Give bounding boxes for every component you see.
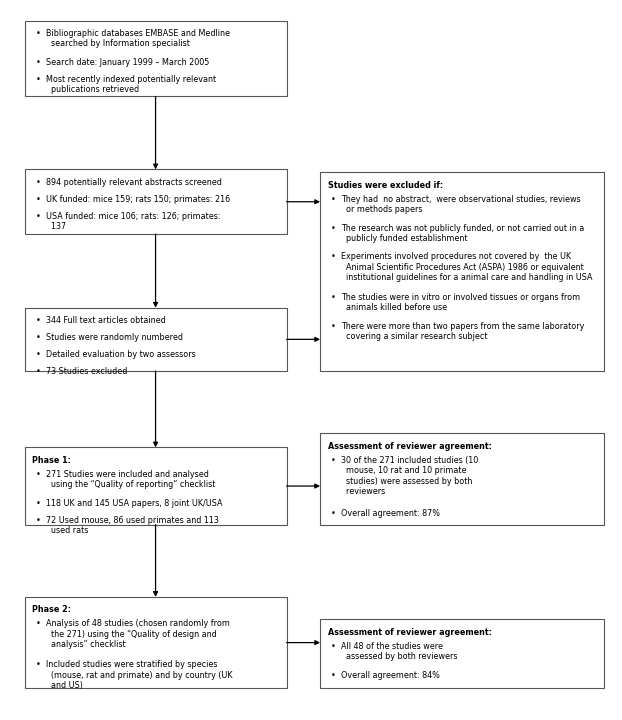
Text: Overall agreement: 84%: Overall agreement: 84%	[341, 671, 440, 680]
Text: 271 Studies were included and analysed
  using the “Quality of reporting” checkl: 271 Studies were included and analysed u…	[46, 470, 215, 490]
Bar	[24, 169, 287, 234]
Text: Search date: January 1999 – March 2005: Search date: January 1999 – March 2005	[46, 58, 209, 67]
Text: UK funded: mice 159; rats 150; primates: 216: UK funded: mice 159; rats 150; primates:…	[46, 194, 230, 204]
Text: •: •	[35, 58, 40, 67]
Text: The research was not publicly funded, or not carried out in a
  publicly funded : The research was not publicly funded, or…	[341, 223, 585, 243]
Text: They had  no abstract,  were observational studies, reviews
  or methods papers: They had no abstract, were observational…	[341, 194, 581, 214]
Text: •: •	[35, 499, 40, 508]
Text: All 48 of the studies were
  assessed by both reviewers: All 48 of the studies were assessed by b…	[341, 642, 458, 661]
Text: •: •	[35, 366, 40, 376]
Text: •: •	[331, 223, 336, 233]
Text: •: •	[35, 178, 40, 187]
Text: There were more than two papers from the same laboratory
  covering a similar re: There were more than two papers from the…	[341, 322, 585, 341]
Text: •: •	[35, 333, 40, 342]
Text: 72 Used mouse, 86 used primates and 113
  used rats: 72 Used mouse, 86 used primates and 113 …	[46, 516, 219, 535]
Text: •: •	[331, 456, 336, 465]
Text: •: •	[331, 508, 336, 518]
Text: 73 Studies excluded: 73 Studies excluded	[46, 366, 128, 376]
Bar	[24, 21, 287, 96]
Text: •: •	[35, 194, 40, 204]
Bar	[320, 172, 603, 371]
Text: •: •	[35, 619, 40, 629]
Text: Phase 1:: Phase 1:	[32, 456, 72, 465]
Text: USA funded: mice 106; rats: 126; primates:
  137: USA funded: mice 106; rats: 126; primate…	[46, 212, 220, 231]
Text: Included studies were stratified by species
  (mouse, rat and primate) and by co: Included studies were stratified by spec…	[46, 660, 233, 690]
Text: Analysis of 48 studies (chosen randomly from
  the 271) using the “Quality of de: Analysis of 48 studies (chosen randomly …	[46, 619, 230, 649]
Text: Phase 2:: Phase 2:	[32, 606, 72, 614]
Text: •: •	[331, 322, 336, 330]
Text: •: •	[35, 350, 40, 359]
Bar	[24, 307, 287, 371]
Text: •: •	[35, 29, 40, 38]
Text: Experiments involved procedures not covered by  the UK
  Animal Scientific Proce: Experiments involved procedures not cove…	[341, 252, 593, 282]
Text: 894 potentially relevant abstracts screened: 894 potentially relevant abstracts scree…	[46, 178, 221, 187]
Text: Overall agreement: 87%: Overall agreement: 87%	[341, 508, 440, 518]
Text: •: •	[331, 252, 336, 261]
Text: Studies were randomly numbered: Studies were randomly numbered	[46, 333, 183, 342]
Text: 30 of the 271 included studies (10
  mouse, 10 rat and 10 primate
  studies) wer: 30 of the 271 included studies (10 mouse…	[341, 456, 479, 496]
Text: Assessment of reviewer agreement:: Assessment of reviewer agreement:	[328, 442, 492, 451]
Bar	[320, 619, 603, 688]
Bar	[24, 447, 287, 525]
Text: •: •	[35, 316, 40, 325]
Bar	[24, 597, 287, 688]
Text: Studies were excluded if:: Studies were excluded if:	[328, 181, 443, 189]
Text: •: •	[35, 660, 40, 669]
Text: •: •	[35, 470, 40, 479]
Text: •: •	[331, 671, 336, 680]
Bar	[320, 433, 603, 525]
Text: •: •	[35, 212, 40, 220]
Text: 344 Full text articles obtained: 344 Full text articles obtained	[46, 316, 165, 325]
Text: Most recently indexed potentially relevant
  publications retrieved: Most recently indexed potentially releva…	[46, 75, 216, 94]
Text: •: •	[35, 75, 40, 84]
Text: •: •	[331, 194, 336, 204]
Text: Bibliographic databases EMBASE and Medline
  searched by Information specialist: Bibliographic databases EMBASE and Medli…	[46, 29, 230, 48]
Text: The studies were in vitro or involved tissues or organs from
  animals killed be: The studies were in vitro or involved ti…	[341, 293, 580, 312]
Text: •: •	[331, 642, 336, 651]
Text: 118 UK and 145 USA papers, 8 joint UK/USA: 118 UK and 145 USA papers, 8 joint UK/US…	[46, 499, 222, 508]
Text: Detailed evaluation by two assessors: Detailed evaluation by two assessors	[46, 350, 195, 359]
Text: •: •	[35, 516, 40, 525]
Text: Assessment of reviewer agreement:: Assessment of reviewer agreement:	[328, 628, 492, 637]
Text: •: •	[331, 293, 336, 302]
